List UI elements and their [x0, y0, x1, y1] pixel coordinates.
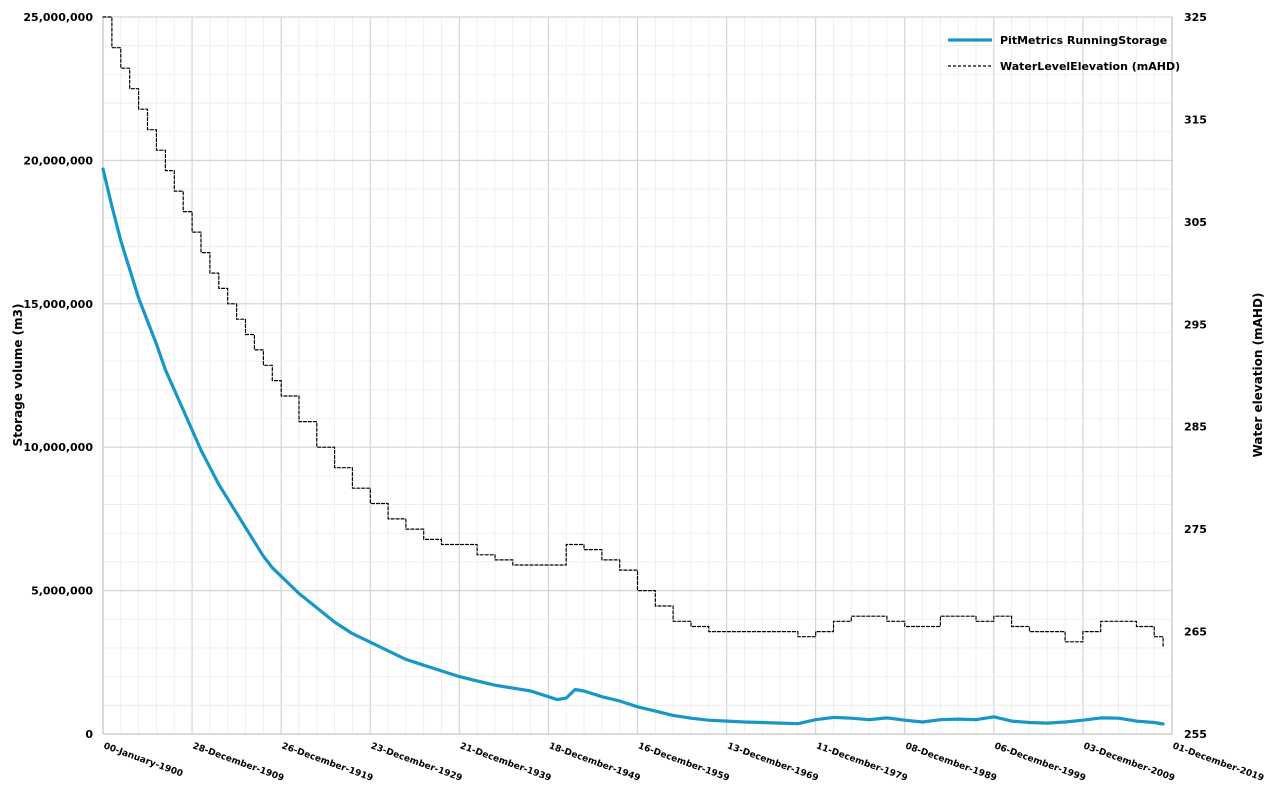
x-tick-label: 06-December-1999 [993, 741, 1087, 783]
x-tick-label: 21-December-1939 [458, 741, 552, 783]
x-tick-label: 18-December-1949 [547, 741, 641, 783]
legend-label: PitMetrics RunningStorage [1000, 34, 1167, 47]
x-tick-label: 00-January-1900 [102, 741, 184, 779]
x-tick-label: 16-December-1959 [636, 741, 730, 783]
y-tick-label: 5,000,000 [31, 585, 93, 598]
y-tick-label: 10,000,000 [23, 441, 93, 454]
y2-tick-label: 295 [1184, 318, 1207, 331]
y2-tick-label: 305 [1184, 216, 1207, 229]
legend-label: WaterLevelElevation (mAHD) [1000, 60, 1180, 73]
axes [102, 17, 1173, 735]
y-tick-label: 0 [85, 728, 93, 741]
legend: PitMetrics RunningStorage WaterLevelEleva… [948, 34, 1180, 73]
series-line-2 [102, 16, 1164, 648]
x-tick-label: 13-December-1969 [726, 741, 820, 783]
y-tick-label: 25,000,000 [23, 11, 93, 24]
y2-tick-label: 285 [1184, 421, 1207, 434]
x-tick-label: 11-December-1979 [815, 741, 909, 783]
y-tick-label: 20,000,000 [23, 154, 93, 167]
y-tick-label: 15,000,000 [23, 298, 93, 311]
x-tick-label: 26-December-1919 [280, 741, 374, 783]
y-axis-title: Storage volume (m3) [11, 304, 25, 447]
y2-tick-label: 255 [1184, 728, 1207, 741]
x-tick-label: 01-December-2019 [1171, 741, 1265, 783]
y2-axis-title: Water elevation (mAHD) [1251, 293, 1265, 458]
x-tick-label: 23-December-1929 [369, 741, 463, 783]
x-tick-label: 03-December-2009 [1082, 741, 1176, 783]
series-line-1 [101, 167, 1165, 726]
y2-tick-label: 325 [1184, 11, 1207, 24]
series-layer [101, 16, 1165, 726]
y2-tick-label: 265 [1184, 626, 1207, 639]
y2-tick-label: 275 [1184, 523, 1207, 536]
y2-tick-label: 315 [1184, 113, 1207, 126]
x-tick-label: 08-December-1989 [904, 741, 998, 783]
x-tick-label: 28-December-1909 [191, 741, 285, 783]
